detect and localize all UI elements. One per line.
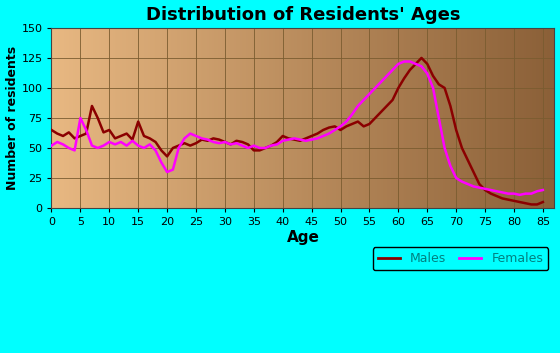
Line: Females: Females [52, 61, 543, 195]
Females [60, 142, 67, 146]
Y-axis label: Number of residents: Number of residents [6, 46, 18, 190]
Males [418, 56, 425, 60]
X-axis label: Age: Age [287, 230, 319, 245]
Males [539, 200, 546, 204]
Males [71, 136, 78, 140]
Females [71, 148, 78, 152]
Females [516, 193, 523, 197]
Males [470, 170, 477, 174]
Males [528, 202, 535, 207]
Line: Males: Males [52, 58, 543, 204]
Females [470, 184, 477, 189]
Females [48, 143, 55, 148]
Females [430, 86, 436, 90]
Females [401, 59, 408, 64]
Females [100, 143, 107, 148]
Males [48, 128, 55, 132]
Females [285, 137, 292, 142]
Males [100, 130, 107, 134]
Title: Distribution of Residents' Ages: Distribution of Residents' Ages [146, 6, 460, 24]
Males [430, 74, 436, 78]
Males [285, 136, 292, 140]
Females [539, 188, 546, 192]
Males [60, 134, 67, 138]
Legend: Males, Females: Males, Females [372, 247, 548, 270]
